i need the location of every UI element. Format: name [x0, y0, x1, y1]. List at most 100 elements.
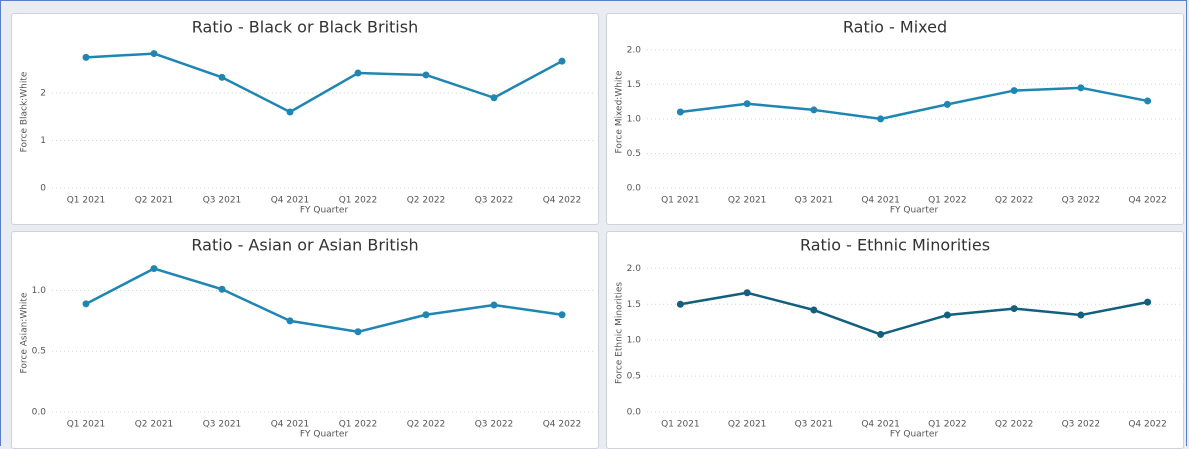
- x-tick-label: Q1 2022: [339, 420, 378, 430]
- data-point: [150, 50, 158, 58]
- data-point: [743, 289, 751, 297]
- data-point: [676, 108, 684, 116]
- x-tick-label: Q4 2022: [1128, 196, 1167, 206]
- y-axis-label: Force Ethnic Minorities: [615, 282, 625, 384]
- y-axis-label: Force Mixed:White: [615, 70, 625, 153]
- chart: Ratio - Asian or Asian British Force Asia…: [20, 236, 596, 440]
- series-line: [85, 52, 563, 114]
- y-tick-label: 1: [40, 136, 46, 146]
- chart: Ratio - Black or Black British Force Blac…: [20, 18, 596, 216]
- chart-title: Ratio - Black or Black British: [192, 18, 418, 37]
- data-point: [286, 108, 294, 116]
- y-tick-label: 0.0: [32, 408, 47, 418]
- x-tick-label: Q3 2022: [475, 420, 514, 430]
- x-tick-label: Q2 2021: [728, 420, 767, 430]
- data-point: [558, 57, 566, 65]
- data-point: [82, 300, 90, 308]
- data-point: [354, 69, 362, 77]
- x-tick-label: Q2 2022: [407, 420, 446, 430]
- x-tick-label: Q4 2021: [861, 420, 900, 430]
- y-tick-label: 2.0: [627, 45, 642, 55]
- y-tick-label: 2.0: [627, 264, 642, 274]
- data-point: [877, 115, 885, 123]
- x-tick-label: Q3 2022: [475, 196, 514, 206]
- y-tick-label: 1.0: [627, 114, 642, 124]
- x-tick-label: Q1 2021: [661, 196, 700, 206]
- y-tick-label: 2: [40, 89, 46, 99]
- data-point: [810, 306, 818, 314]
- x-tick-label: Q2 2021: [135, 196, 174, 206]
- x-tick-label: Q4 2021: [271, 420, 310, 430]
- data-point: [150, 265, 158, 273]
- data-point: [354, 328, 362, 336]
- data-point: [422, 311, 430, 319]
- x-tick-label: Q3 2022: [1062, 420, 1101, 430]
- data-point: [1077, 84, 1085, 92]
- data-point: [490, 94, 498, 102]
- x-tick-label: Q3 2021: [795, 196, 834, 206]
- x-axis-label: FY Quarter: [300, 206, 349, 216]
- x-tick-label: Q2 2022: [407, 196, 446, 206]
- x-tick-label: Q1 2021: [67, 420, 106, 430]
- x-tick-label: Q2 2021: [135, 420, 174, 430]
- x-tick-label: Q2 2022: [995, 420, 1034, 430]
- data-point: [490, 301, 498, 309]
- y-tick-label: 1.0: [627, 336, 642, 346]
- x-tick-label: Q1 2022: [339, 196, 378, 206]
- chart-title: Ratio - Ethnic Minorities: [800, 236, 990, 255]
- y-axis-label: Force Asian:White: [20, 292, 30, 373]
- series-line: [85, 267, 563, 334]
- x-axis-label: FY Quarter: [890, 206, 939, 216]
- series-line: [680, 86, 1148, 121]
- x-tick-label: Q1 2021: [67, 196, 106, 206]
- x-tick-label: Q2 2021: [728, 196, 767, 206]
- data-point: [676, 300, 684, 308]
- data-point: [82, 53, 90, 61]
- y-tick-label: 0.5: [32, 347, 46, 357]
- x-tick-label: Q2 2022: [995, 196, 1034, 206]
- x-tick-label: Q1 2022: [928, 420, 967, 430]
- x-tick-label: Q4 2022: [1128, 420, 1167, 430]
- x-axis-label: FY Quarter: [300, 430, 349, 440]
- data-point: [1077, 311, 1085, 319]
- x-tick-label: Q4 2022: [543, 196, 582, 206]
- x-tick-label: Q3 2021: [203, 196, 242, 206]
- x-tick-label: Q4 2021: [271, 196, 310, 206]
- chart-panel: Ratio - Ethnic Minorities Force Ethnic Mi…: [606, 231, 1184, 449]
- data-point: [1144, 97, 1152, 105]
- y-tick-label: 0.5: [627, 372, 641, 382]
- y-tick-label: 0.0: [627, 408, 642, 418]
- y-tick-label: 0.0: [627, 184, 642, 194]
- chart: Ratio - Mixed Force Mixed:White FY Quarter…: [615, 18, 1181, 216]
- x-tick-label: Q3 2022: [1062, 196, 1101, 206]
- y-tick-label: 0.5: [627, 149, 641, 159]
- data-point: [286, 317, 294, 325]
- x-tick-label: Q3 2021: [203, 420, 242, 430]
- x-tick-label: Q4 2022: [543, 420, 582, 430]
- x-tick-label: Q1 2021: [661, 420, 700, 430]
- chart: Ratio - Ethnic Minorities Force Ethnic Mi…: [615, 236, 1181, 440]
- series-line: [680, 291, 1148, 336]
- y-tick-label: 1.0: [32, 286, 47, 296]
- data-point: [1010, 305, 1018, 313]
- y-tick-label: 1.5: [627, 80, 641, 90]
- data-point: [558, 311, 566, 319]
- data-point: [943, 311, 951, 319]
- x-tick-label: Q1 2022: [928, 196, 967, 206]
- y-tick-label: 1.5: [627, 300, 641, 310]
- x-axis-label: FY Quarter: [890, 430, 939, 440]
- data-point: [877, 330, 885, 338]
- chart-panel: Ratio - Mixed Force Mixed:White FY Quarter…: [606, 13, 1184, 225]
- data-point: [1010, 87, 1018, 95]
- data-point: [422, 71, 430, 79]
- chart-title: Ratio - Mixed: [843, 18, 947, 37]
- x-tick-label: Q3 2021: [795, 420, 834, 430]
- data-point: [218, 73, 226, 81]
- chart-panel: Ratio - Asian or Asian British Force Asia…: [11, 231, 599, 449]
- chart-title: Ratio - Asian or Asian British: [191, 236, 418, 255]
- chart-panel: Ratio - Black or Black British Force Blac…: [11, 13, 599, 225]
- data-point: [810, 106, 818, 114]
- y-axis-label: Force Black:White: [20, 71, 30, 152]
- data-point: [218, 285, 226, 293]
